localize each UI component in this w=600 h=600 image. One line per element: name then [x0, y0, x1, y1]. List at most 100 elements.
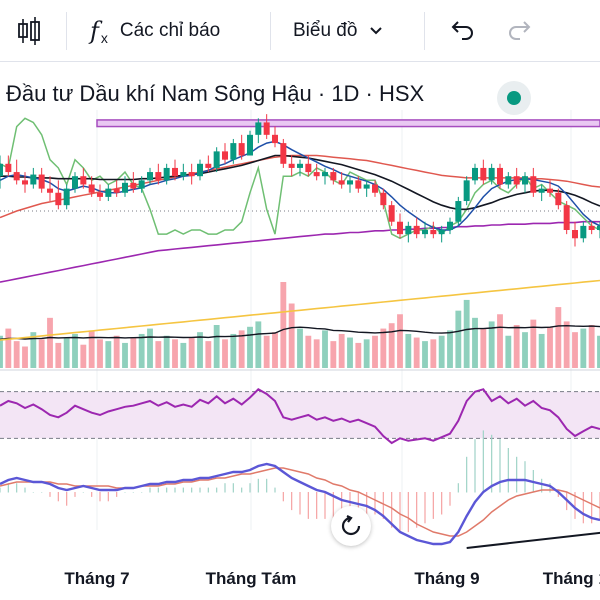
volume-bar — [597, 335, 600, 368]
macd-histogram-bar — [574, 492, 576, 519]
volume-ma-line — [0, 324, 600, 340]
candle-body — [422, 230, 428, 235]
macd-histogram-bar — [449, 492, 451, 506]
volume-bar — [122, 342, 128, 368]
macd-histogram-bar — [316, 492, 318, 519]
volume-bar — [155, 341, 162, 368]
symbol-header: Đầu tư Dầu khí Nam Sông Hậu · 1D · HSX — [0, 78, 600, 115]
candle-body — [588, 225, 595, 230]
candle-body — [322, 172, 328, 177]
macd-histogram-bar — [391, 492, 393, 528]
x-axis-label: Tháng 7 — [64, 569, 129, 588]
price-chart[interactable]: Tháng 7 Tháng Tám Tháng 9 Tháng 10 — [0, 110, 600, 600]
candle-body — [180, 172, 187, 177]
volume-bar — [230, 333, 237, 368]
macd-histogram-bar — [182, 487, 184, 493]
macd-histogram-bar — [324, 492, 326, 519]
candle-body — [72, 176, 78, 189]
macd-histogram-bar — [124, 492, 126, 493]
macd-histogram-bar — [424, 492, 426, 524]
candle-body — [197, 163, 203, 177]
volume-bar — [13, 341, 20, 368]
volume-bar — [347, 337, 353, 368]
volume-bar — [130, 337, 137, 368]
volume-bar — [113, 335, 120, 368]
candle-body — [547, 188, 553, 193]
volume-bar — [547, 326, 553, 368]
macd-histogram-bar — [582, 492, 584, 524]
volume-bar — [388, 323, 395, 368]
volume-bar — [88, 330, 95, 368]
candle-body — [355, 180, 362, 189]
candle-body — [363, 184, 370, 189]
macd-histogram-bar — [132, 492, 134, 493]
volume-bar — [322, 330, 328, 368]
volume-bar — [80, 344, 87, 368]
macd-histogram-bar — [407, 492, 409, 533]
indicators-button[interactable]: f x Các chỉ báo — [90, 0, 220, 62]
macd-histogram-bar — [291, 492, 293, 511]
macd-histogram-bar — [224, 483, 226, 493]
macd-histogram-bar — [332, 492, 334, 519]
candle-body — [438, 230, 445, 235]
volume-bar — [488, 321, 495, 368]
volume-bar — [430, 339, 437, 368]
chart-type-button[interactable]: Biểu đồ — [293, 0, 385, 62]
macd-histogram-bar — [82, 492, 84, 493]
candle-body — [230, 143, 237, 160]
macd-histogram-bar — [549, 483, 551, 493]
candle-body — [130, 182, 137, 189]
macd-histogram-bar — [107, 492, 109, 502]
macd-histogram-bar — [191, 487, 193, 493]
x-axis-label: Tháng 9 — [414, 569, 479, 588]
candle-body — [430, 230, 437, 235]
candle-body — [205, 163, 212, 168]
candle-body — [238, 143, 245, 156]
candle-body — [88, 184, 95, 193]
undo-icon[interactable] — [448, 0, 476, 62]
candles-icon[interactable] — [16, 0, 42, 62]
volume-bar — [422, 341, 428, 368]
candle-body — [163, 167, 170, 181]
candle-body — [563, 205, 570, 230]
macd-histogram-bar — [432, 492, 434, 519]
candle-body — [122, 182, 128, 193]
volume-bar — [22, 346, 28, 368]
macd-histogram-bar — [99, 492, 101, 502]
candle-body — [338, 180, 345, 185]
market-open-dot — [507, 91, 521, 105]
candle-body — [513, 176, 520, 185]
volume-bar — [263, 335, 270, 368]
volume-bar — [580, 328, 587, 368]
volume-bar — [497, 314, 503, 368]
redo-icon[interactable] — [506, 0, 534, 62]
candle-body — [313, 172, 320, 177]
volume-bar — [172, 339, 178, 368]
top-toolbar: f x Các chỉ báo Biểu đồ — [0, 0, 600, 62]
macd-histogram-bar — [557, 492, 559, 497]
macd-histogram-bar — [157, 487, 159, 493]
candle-body — [397, 221, 403, 235]
volume-bar — [338, 333, 345, 368]
volume-bar — [588, 325, 595, 368]
macd-histogram-bar — [166, 487, 168, 493]
candle-body — [113, 188, 120, 193]
macd-histogram-bar — [349, 492, 351, 519]
macd-histogram-bar — [141, 492, 143, 493]
rsi-band-fill — [0, 391, 600, 439]
volume-bar — [455, 310, 462, 368]
candle-body — [263, 122, 270, 135]
macd-histogram-bar — [499, 439, 501, 493]
volume-bar — [480, 328, 487, 368]
volume-bar — [363, 339, 370, 368]
macd-histogram-bar — [174, 487, 176, 493]
volume-bar — [405, 333, 412, 368]
indicators-label: Các chỉ báo — [119, 20, 221, 41]
volume-bar — [538, 333, 545, 368]
reset-chart-button[interactable] — [331, 506, 371, 546]
candle-body — [372, 184, 378, 193]
candle-body — [155, 172, 162, 181]
macd-histogram-bar — [91, 492, 93, 497]
macd-histogram-bar — [282, 492, 284, 502]
macd-histogram-bar — [399, 492, 401, 533]
